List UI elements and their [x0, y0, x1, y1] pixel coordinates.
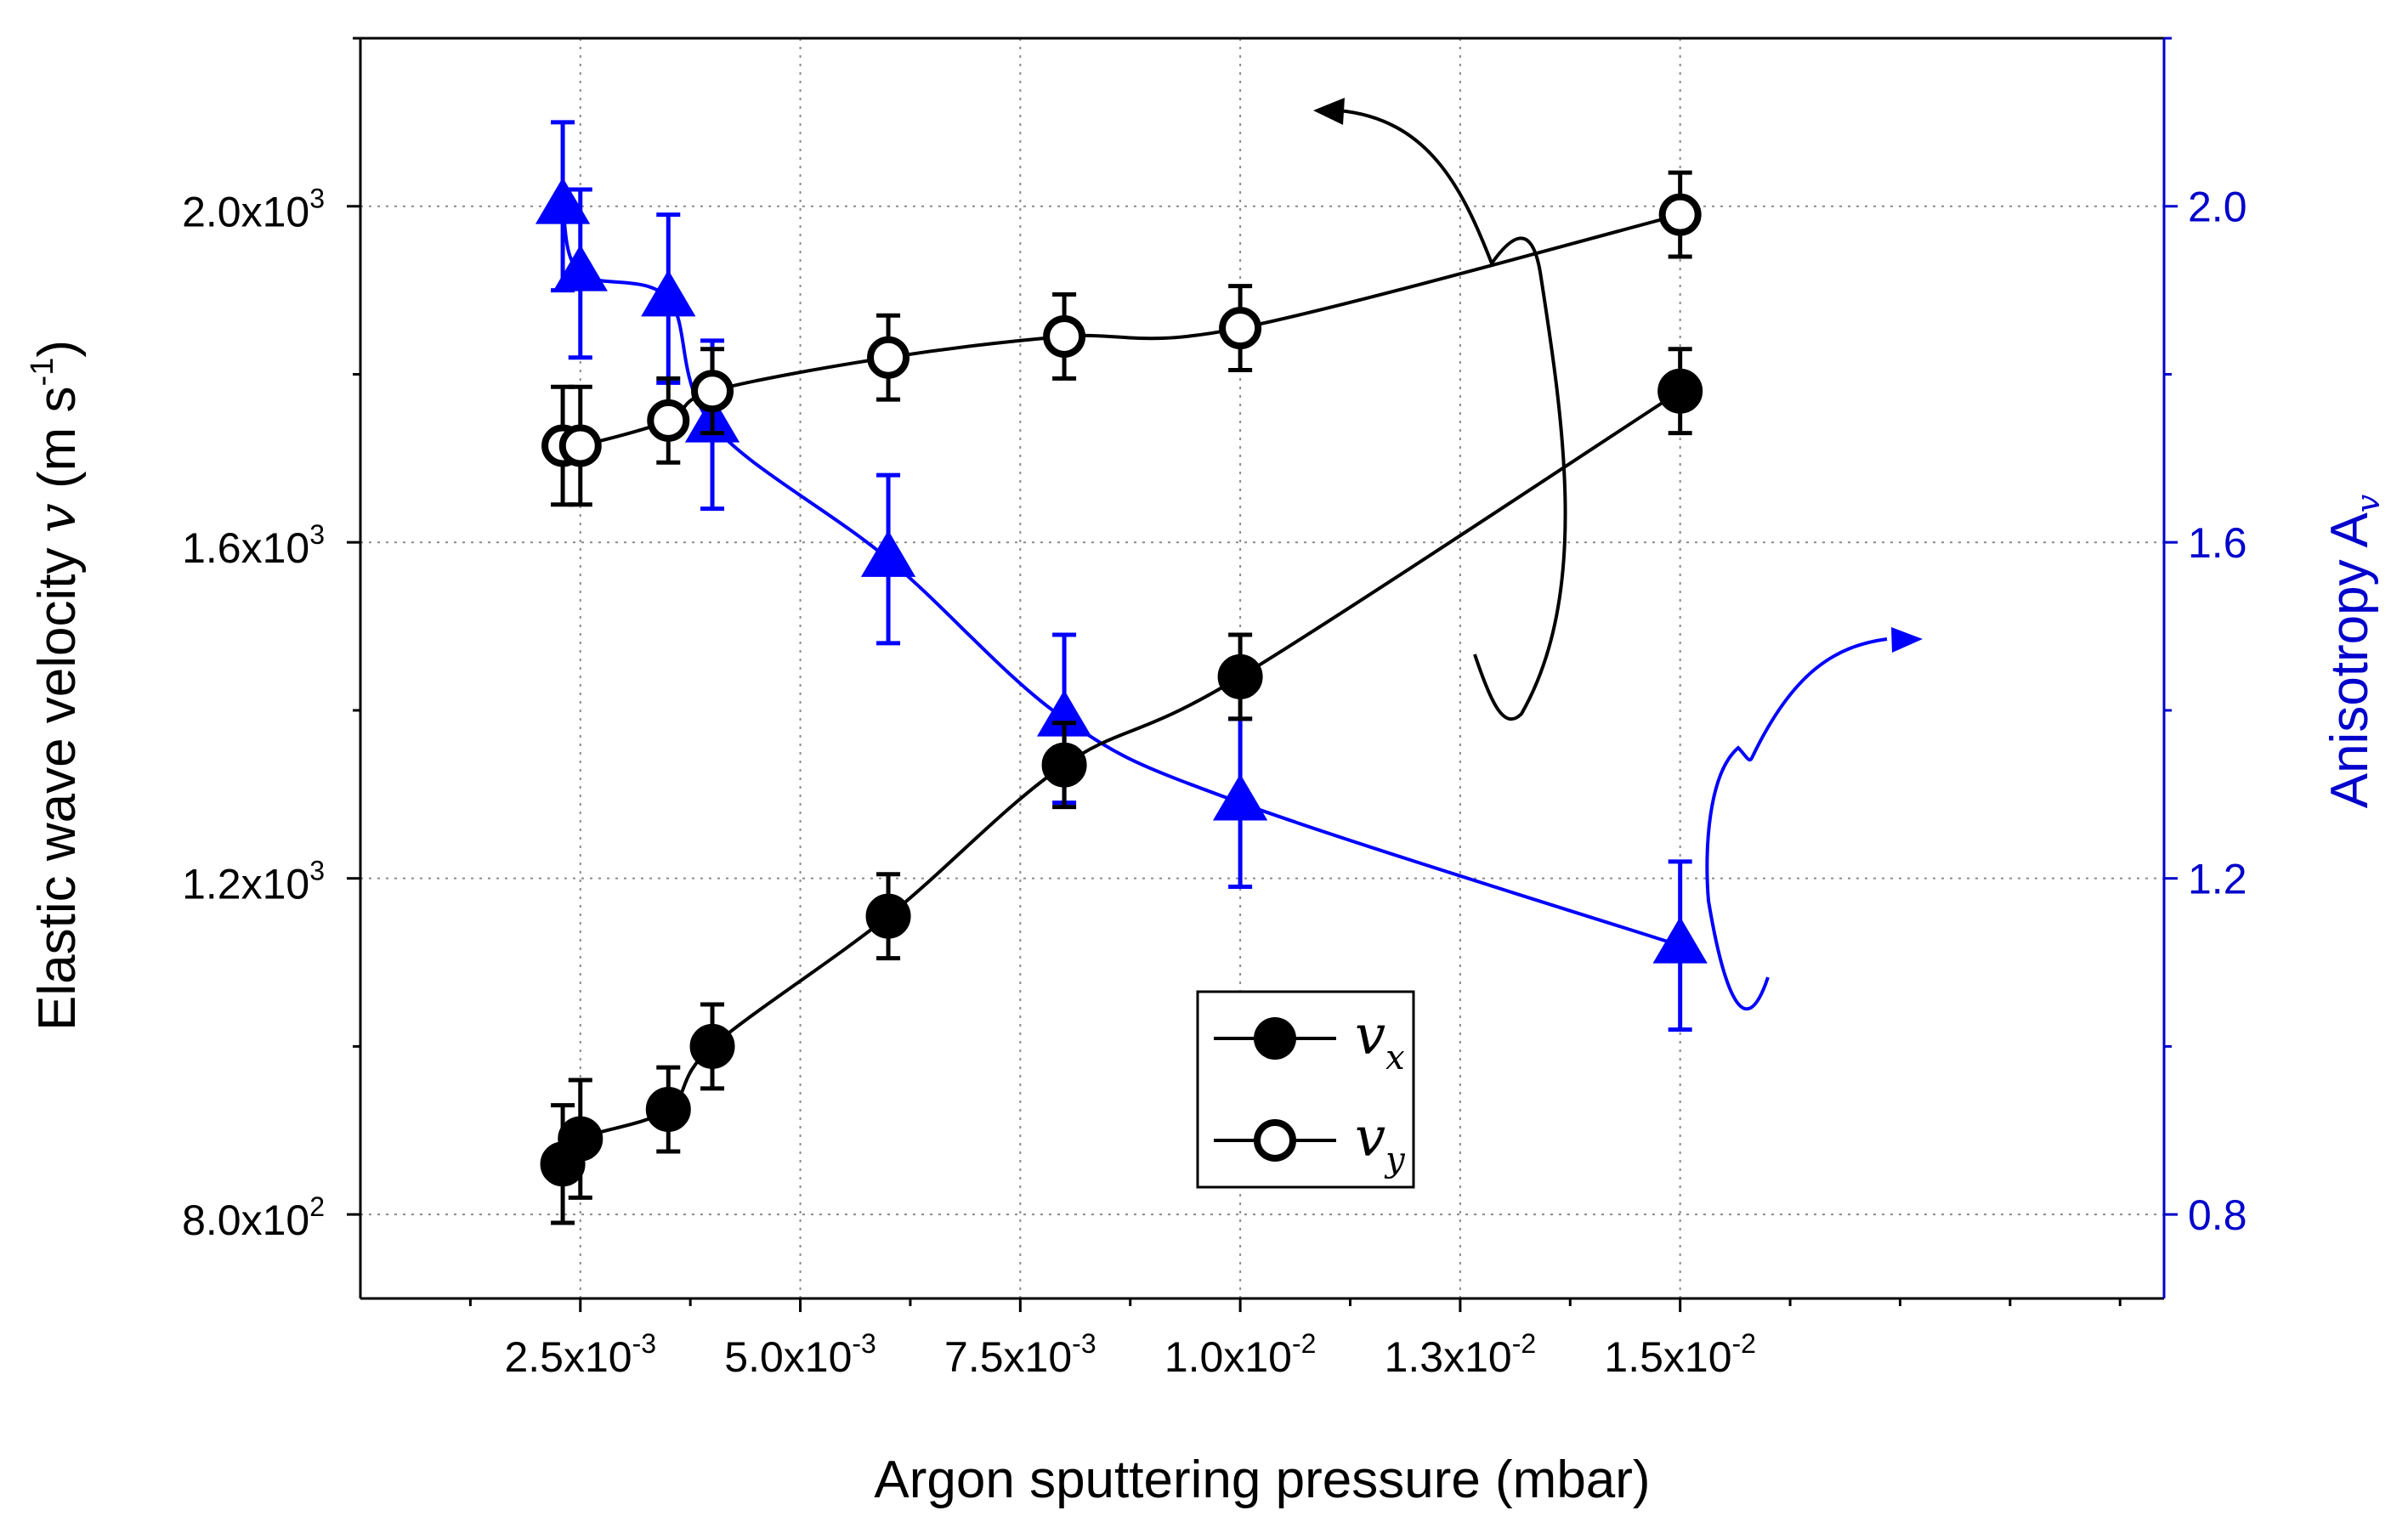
annotation-layer: [1313, 98, 1923, 1011]
legend-marker-open-circle: [1254, 1119, 1296, 1162]
y-left-tick-label: 1.2x103: [182, 856, 325, 908]
legend-box: [1196, 990, 1415, 1189]
data-point: [689, 1023, 735, 1069]
data-point: [558, 1116, 603, 1162]
y-right-tick-label: 1.6: [2188, 519, 2247, 567]
data-point: [860, 529, 916, 577]
data-point: [558, 424, 602, 467]
black-arrow-path: [1338, 109, 1567, 721]
data-point: [641, 269, 696, 317]
y-right-axis-title: Anisotropy Av: [2320, 494, 2387, 808]
y-left-tick-label: 1.6x103: [182, 519, 325, 572]
data-point: [1043, 314, 1086, 358]
data-point: [865, 893, 911, 939]
legend: vx vy: [1196, 990, 1415, 1189]
data-point: [1041, 742, 1087, 788]
series-layer: [535, 120, 1708, 1225]
legend-marker-filled-circle: [1254, 1017, 1296, 1060]
blue-curved-arrow: [1705, 627, 1923, 1011]
data-point: [645, 1087, 691, 1133]
data-point: [691, 370, 734, 413]
x-axis-title: Argon sputtering pressure (mbar): [874, 1451, 1650, 1509]
data-point: [647, 399, 690, 442]
series-line: [562, 212, 1681, 450]
axes-layer: 2.5x10-3 5.0x10-3 7.5x10-3 1.0x10-2 1.3x10-2…: [25, 37, 2387, 1509]
y-right-tick-label: 1.2: [2188, 856, 2247, 903]
x-tick-label: 7.5x10-3: [944, 1328, 1096, 1381]
data-point: [1658, 193, 1702, 236]
black-curved-arrow: [1313, 98, 1567, 721]
x-tick-label: 2.5x10-3: [504, 1328, 656, 1381]
y-right-tick-label: 2.0: [2188, 184, 2247, 231]
series-v-y: [541, 170, 1702, 507]
x-tick-label: 1.0x10-2: [1164, 1328, 1317, 1381]
y-right-tick-label: 0.8: [2188, 1191, 2247, 1239]
y-left-axis-title: Elastic wave velocity v (m s-1): [25, 340, 88, 1031]
legend-label: vy: [1355, 1106, 1406, 1179]
data-point: [535, 177, 591, 224]
legend-label: vx: [1355, 1004, 1405, 1078]
black-arrow-head: [1313, 98, 1345, 125]
series-v-x: [540, 347, 1703, 1225]
blue-arrow-head: [1891, 627, 1923, 653]
y-left-tick-label: 2.0x103: [182, 184, 325, 236]
data-point: [552, 244, 608, 291]
x-tick-label: 1.5x10-2: [1604, 1328, 1756, 1381]
data-point: [1212, 773, 1268, 821]
x-tick-label: 5.0x10-3: [724, 1328, 876, 1381]
x-tick-label: 1.3x10-2: [1385, 1328, 1537, 1381]
data-point: [1652, 916, 1708, 964]
data-point: [1219, 307, 1262, 350]
blue-arrow-path: [1705, 637, 1888, 1011]
y-left-tick-label: 8.0x102: [182, 1191, 325, 1244]
series-line: [561, 206, 1681, 948]
data-point: [1657, 368, 1703, 414]
data-point: [867, 336, 910, 379]
series-anisotropy: [535, 120, 1708, 1032]
data-point: [1217, 653, 1263, 699]
